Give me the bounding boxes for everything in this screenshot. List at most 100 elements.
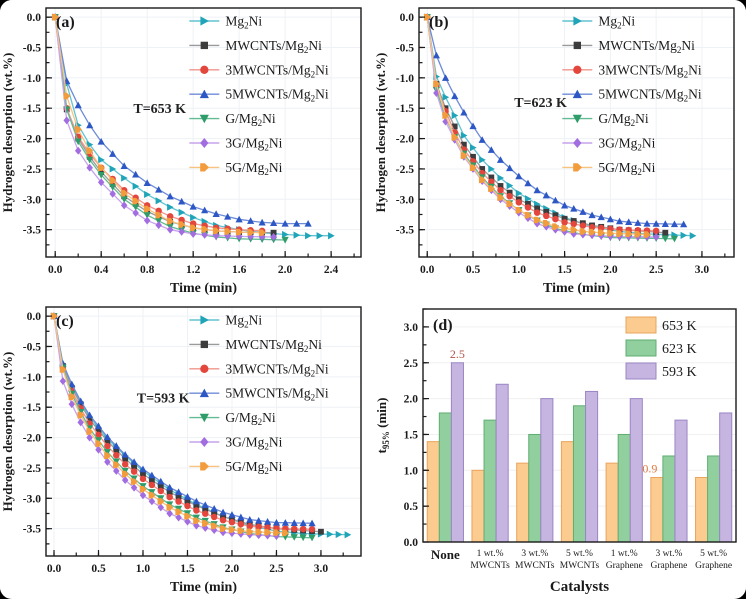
- y-tick-label: -3.0: [23, 493, 41, 505]
- legend-label: 623 K: [662, 342, 697, 357]
- bar-623K-5: [662, 455, 676, 543]
- x-tick-label: 0.0: [420, 264, 435, 276]
- x-tick-label: 0.5: [91, 563, 106, 575]
- category-label-line1: 5 wt.%: [700, 549, 727, 559]
- legend-label: Mg2Ni: [598, 14, 635, 31]
- category-label-line2: Graphene: [606, 561, 643, 571]
- bar-593K-6: [719, 412, 733, 543]
- category-label-line2: MWCNTs: [515, 561, 555, 571]
- panel-letter: (d): [433, 317, 453, 334]
- y-tick-label: -3.0: [396, 194, 414, 206]
- y-axis-label: t95% (min): [374, 398, 391, 454]
- legend-label: 5G/Mg2Ni: [598, 160, 655, 177]
- bar-653K-6: [695, 476, 709, 543]
- y-tick-label: 2.5: [404, 358, 419, 370]
- bar-653K-0: [426, 441, 440, 543]
- legend-label: 5G/Mg2Ni: [225, 160, 282, 177]
- bar-623K-3: [572, 405, 587, 543]
- x-tick-label: 2.0: [603, 264, 618, 276]
- category-label-line2: MWCNTs: [560, 561, 600, 571]
- plot-frame: [422, 308, 737, 543]
- bar-value-annotation: 2.5: [450, 347, 465, 361]
- y-tick-label: 0.0: [27, 12, 42, 24]
- bar-593K-3: [585, 390, 599, 543]
- plot-frame: [45, 7, 362, 258]
- category-label-line1: 3 wt.%: [655, 549, 682, 559]
- x-tick-label: 2.5: [649, 264, 664, 276]
- x-axis-label: Time (min): [170, 281, 237, 296]
- plot-area: 0.0 0.5 1.0 1.5 2.0 2.5 3.0 0.0 -0.5 -1.0 -1.5 -2.0…: [0, 306, 362, 595]
- bar-653K-4: [605, 462, 619, 543]
- panel-b: 0.0 0.5 1.0 1.5 2.0 2.5 3.0 0.0 -0.5 -1.0 -1.5 -2.0…: [373, 0, 746, 299]
- panel-letter: (c): [56, 313, 74, 330]
- y-tick-label: -3.5: [23, 524, 41, 536]
- y-tick-label: 0.0: [404, 537, 419, 549]
- panel-d: 2.5 0.9 0.0 0.5 1.0 1.5 2.0 2.5 3.0 None 1 wt.% MWC…: [373, 299, 746, 598]
- bar-593K-0: [450, 362, 464, 543]
- y-tick-label: -2.5: [396, 164, 414, 176]
- x-tick-label: 0.0: [48, 264, 63, 276]
- bar-653K-5: [650, 476, 664, 543]
- bar-group-1wt-Graphene: [605, 398, 643, 543]
- line-chart-623k: 0.0 0.5 1.0 1.5 2.0 2.5 3.0 0.0 -0.5 -1.0 -1.5 -2.0…: [373, 7, 735, 296]
- legend-label: Mg2Ni: [225, 14, 262, 31]
- category-label-line1: 5 wt.%: [566, 549, 593, 559]
- x-tick-label: 1.0: [136, 563, 151, 575]
- legend-label: G/Mg2Ni: [225, 111, 276, 128]
- x-tick-label: 1.6: [232, 264, 247, 276]
- y-tick-label: 0.0: [27, 311, 42, 323]
- y-tick-label: -1.5: [23, 103, 41, 115]
- legend-label: 5G/Mg2Ni: [225, 459, 282, 476]
- y-tick-label: -2.5: [23, 463, 41, 475]
- x-tick-label: 0.0: [47, 563, 62, 575]
- tick-labels: 0.0 0.5 1.0 1.5 2.0 2.5 3.0 None 1 wt.% MWCNTs 3 w…: [404, 322, 732, 571]
- bar-653K-3: [560, 441, 574, 543]
- temperature-annotation: T=653 K: [133, 102, 186, 117]
- tick-labels: 0.0 0.5 1.0 1.5 2.0 2.5 3.0 0.0 -0.5 -1.0 -1.5 -2.0…: [23, 311, 329, 575]
- bar-623K-1: [483, 419, 497, 543]
- tick-labels: 0.0 0.5 1.0 1.5 2.0 2.5 3.0 0.0 -0.5 -1.0 -1.5 -2.0…: [396, 12, 710, 276]
- legend-label: 5MWCNTs/Mg2Ni: [225, 87, 329, 104]
- panel-letter: (b): [429, 14, 449, 31]
- y-tick-label: -1.5: [23, 402, 41, 414]
- legend: Mg2Ni MWCNTs/Mg2Ni 3MWCNTs/Mg2Ni 5MWCNTs/Mg…: [189, 313, 329, 476]
- category-label: None: [431, 547, 460, 562]
- category-label-line1: 1 wt.%: [611, 549, 638, 559]
- panel-c: 0.0 0.5 1.0 1.5 2.0 2.5 3.0 0.0 -0.5 -1.0 -1.5 -2.0…: [0, 299, 373, 598]
- y-tick-label: -0.5: [23, 341, 41, 353]
- x-axis-label: Catalysts: [550, 579, 609, 595]
- legend-swatch-593K: [625, 362, 657, 380]
- y-tick-label: -0.5: [23, 42, 41, 54]
- temperature-annotation: T=593 K: [137, 391, 190, 406]
- x-tick-label: 2.5: [269, 563, 284, 575]
- legend-label: G/Mg2Ni: [598, 111, 649, 128]
- plot-frame: [418, 7, 735, 258]
- axis-ticks: [423, 308, 429, 543]
- panel-letter: (a): [56, 14, 75, 31]
- y-tick-label: -1.0: [23, 73, 41, 85]
- bar-593K-4: [629, 398, 643, 543]
- legend-label: 3G/Mg2Ni: [225, 435, 282, 452]
- bar-chart-t95: 2.5 0.9 0.0 0.5 1.0 1.5 2.0 2.5 3.0 None 1 wt.% MWC…: [374, 308, 737, 595]
- series-5G-Mg2Ni: [424, 13, 651, 238]
- bar-623K-4: [617, 433, 631, 543]
- legend-label: Mg2Ni: [225, 313, 262, 330]
- line-chart-593k: 0.0 0.5 1.0 1.5 2.0 2.5 3.0 0.0 -0.5 -1.0 -1.5 -2.0…: [0, 306, 362, 595]
- bar-group-5wt-MWCNTs: [560, 390, 599, 543]
- bar-group-5wt-Graphene: [695, 412, 733, 543]
- legend-label: 3G/Mg2Ni: [598, 136, 655, 153]
- plot-area: 0.0 0.5 1.0 1.5 2.0 2.5 3.0 0.0 -0.5 -1.0 -1.5 -2.0…: [373, 7, 735, 296]
- x-tick-label: 0.5: [466, 264, 481, 276]
- legend-label: 3G/Mg2Ni: [225, 136, 282, 153]
- y-tick-label: -1.0: [396, 73, 414, 85]
- legend-label: 3MWCNTs/Mg2Ni: [225, 361, 329, 378]
- y-tick-label: -3.0: [23, 194, 41, 206]
- series-5G-Mg2Ni: [51, 13, 266, 236]
- y-tick-label: -3.5: [23, 225, 41, 237]
- temperature-annotation: T=623 K: [514, 96, 567, 111]
- series-5MWCNTs-Mg2Ni: [423, 13, 688, 228]
- legend: Mg2Ni MWCNTs/Mg2Ni 3MWCNTs/Mg2Ni 5MWCNTs/Mg…: [562, 14, 702, 177]
- y-axis-label: Hydrogen desorption (wt.%): [0, 352, 15, 512]
- y-axis-label: Hydrogen desorption (wt.%): [0, 53, 15, 213]
